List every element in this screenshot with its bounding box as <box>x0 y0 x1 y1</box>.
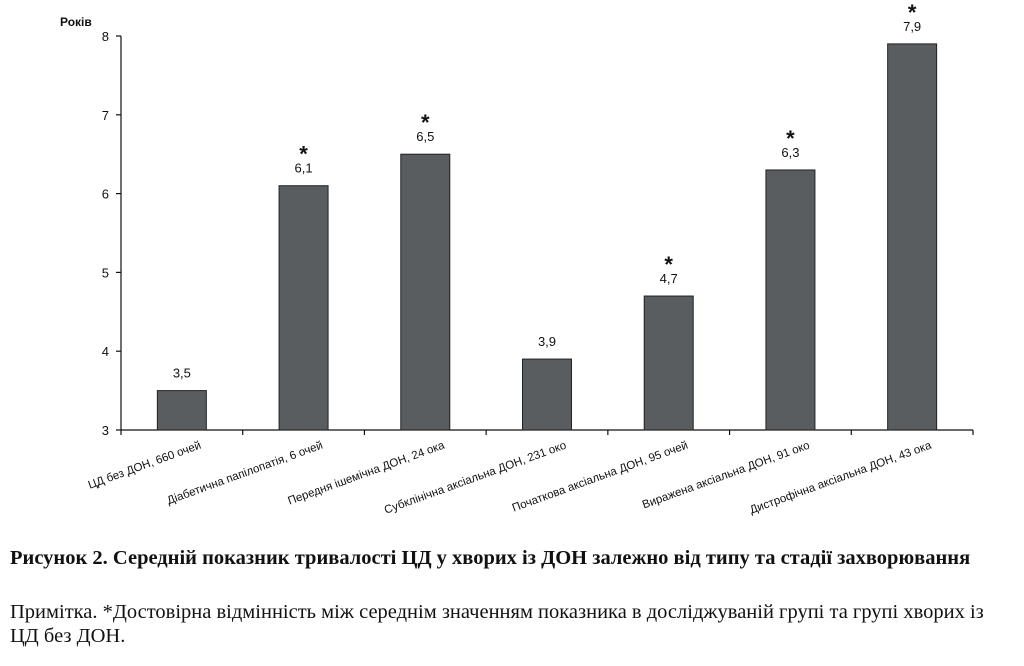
category-label: ЦД без ДОН, 660 очей <box>87 440 203 492</box>
value-label: 6,1 <box>295 161 313 176</box>
y-tick-label: 6 <box>102 187 109 202</box>
value-labels: 3,56,1*6,5*3,94,7*6,3*7,9* <box>173 0 921 381</box>
value-label: 4,7 <box>660 271 678 286</box>
bar <box>278 185 329 431</box>
value-label: 6,3 <box>781 145 799 160</box>
figure-caption-note: Примітка. *Достовірна відмінність між се… <box>10 601 984 647</box>
value-label: 7,9 <box>903 19 921 34</box>
bar <box>643 295 694 431</box>
significance-star: * <box>299 142 308 167</box>
y-tick-label: 4 <box>102 344 109 359</box>
bars <box>156 43 938 431</box>
significance-star: * <box>908 0 917 25</box>
y-tick-label: 7 <box>102 108 109 123</box>
bar <box>522 358 572 431</box>
significance-star: * <box>421 110 430 135</box>
y-tick-label: 8 <box>102 29 109 44</box>
bar <box>400 153 451 431</box>
y-tick-label: 3 <box>102 423 109 438</box>
bar <box>765 169 816 431</box>
y-ticks: 3 4 5 6 7 8 <box>102 29 121 438</box>
significance-star: * <box>664 252 673 277</box>
figure-caption-title: Рисунок 2. Середній показник тривалості … <box>10 547 971 569</box>
value-label: 3,5 <box>173 366 191 381</box>
bar <box>887 43 938 431</box>
y-tick-label: 5 <box>102 265 109 280</box>
y-axis-title: Років <box>60 15 92 29</box>
significance-star: * <box>786 126 795 151</box>
value-label: 6,5 <box>416 129 434 144</box>
value-label: 3,9 <box>538 334 556 349</box>
bar <box>156 390 207 431</box>
